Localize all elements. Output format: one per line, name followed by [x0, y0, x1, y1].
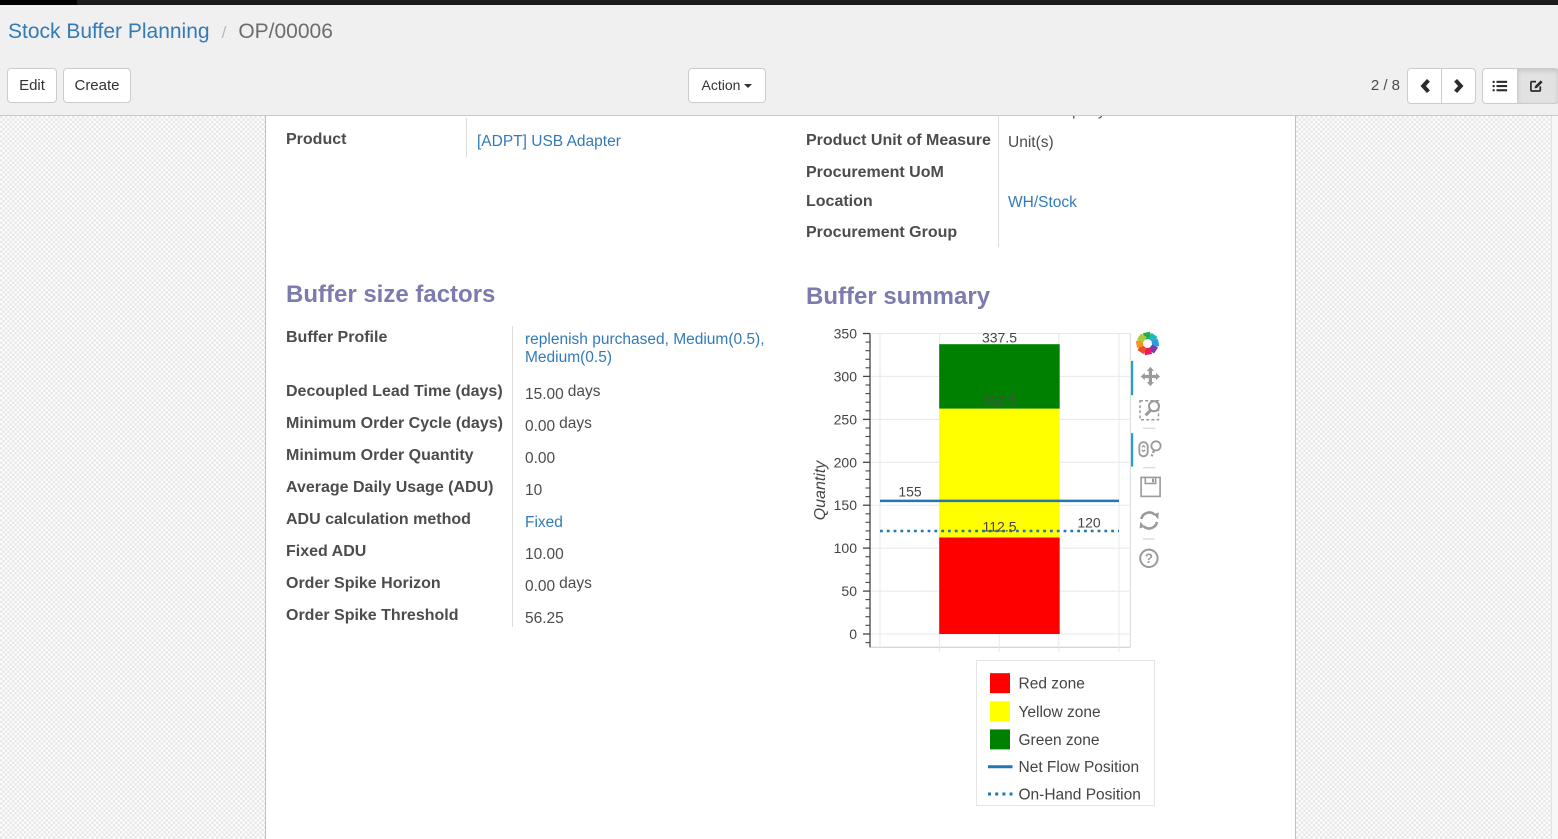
svg-text:200: 200	[834, 454, 858, 470]
svg-text:Green zone: Green zone	[1019, 732, 1100, 749]
svg-text:262.5: 262.5	[982, 393, 1017, 409]
svg-text:Yellow zone: Yellow zone	[1019, 704, 1101, 721]
svg-text:155: 155	[898, 484, 922, 500]
svg-text:150: 150	[834, 497, 858, 513]
svg-text:300: 300	[834, 368, 858, 384]
svg-text:Red zone: Red zone	[1019, 676, 1085, 693]
svg-text:350: 350	[834, 326, 858, 342]
svg-text:250: 250	[834, 411, 858, 427]
svg-text:120: 120	[1077, 515, 1101, 531]
svg-text:Net Flow Position: Net Flow Position	[1019, 759, 1140, 776]
svg-text:On-Hand Position: On-Hand Position	[1019, 787, 1141, 804]
svg-text:Quantity: Quantity	[812, 460, 829, 521]
svg-text:100: 100	[834, 540, 858, 556]
svg-text:0: 0	[849, 626, 857, 642]
svg-text:?: ?	[1145, 551, 1153, 566]
svg-text:112.5: 112.5	[983, 519, 1017, 535]
svg-text:337.5: 337.5	[982, 330, 1017, 346]
svg-text:50: 50	[841, 583, 857, 599]
